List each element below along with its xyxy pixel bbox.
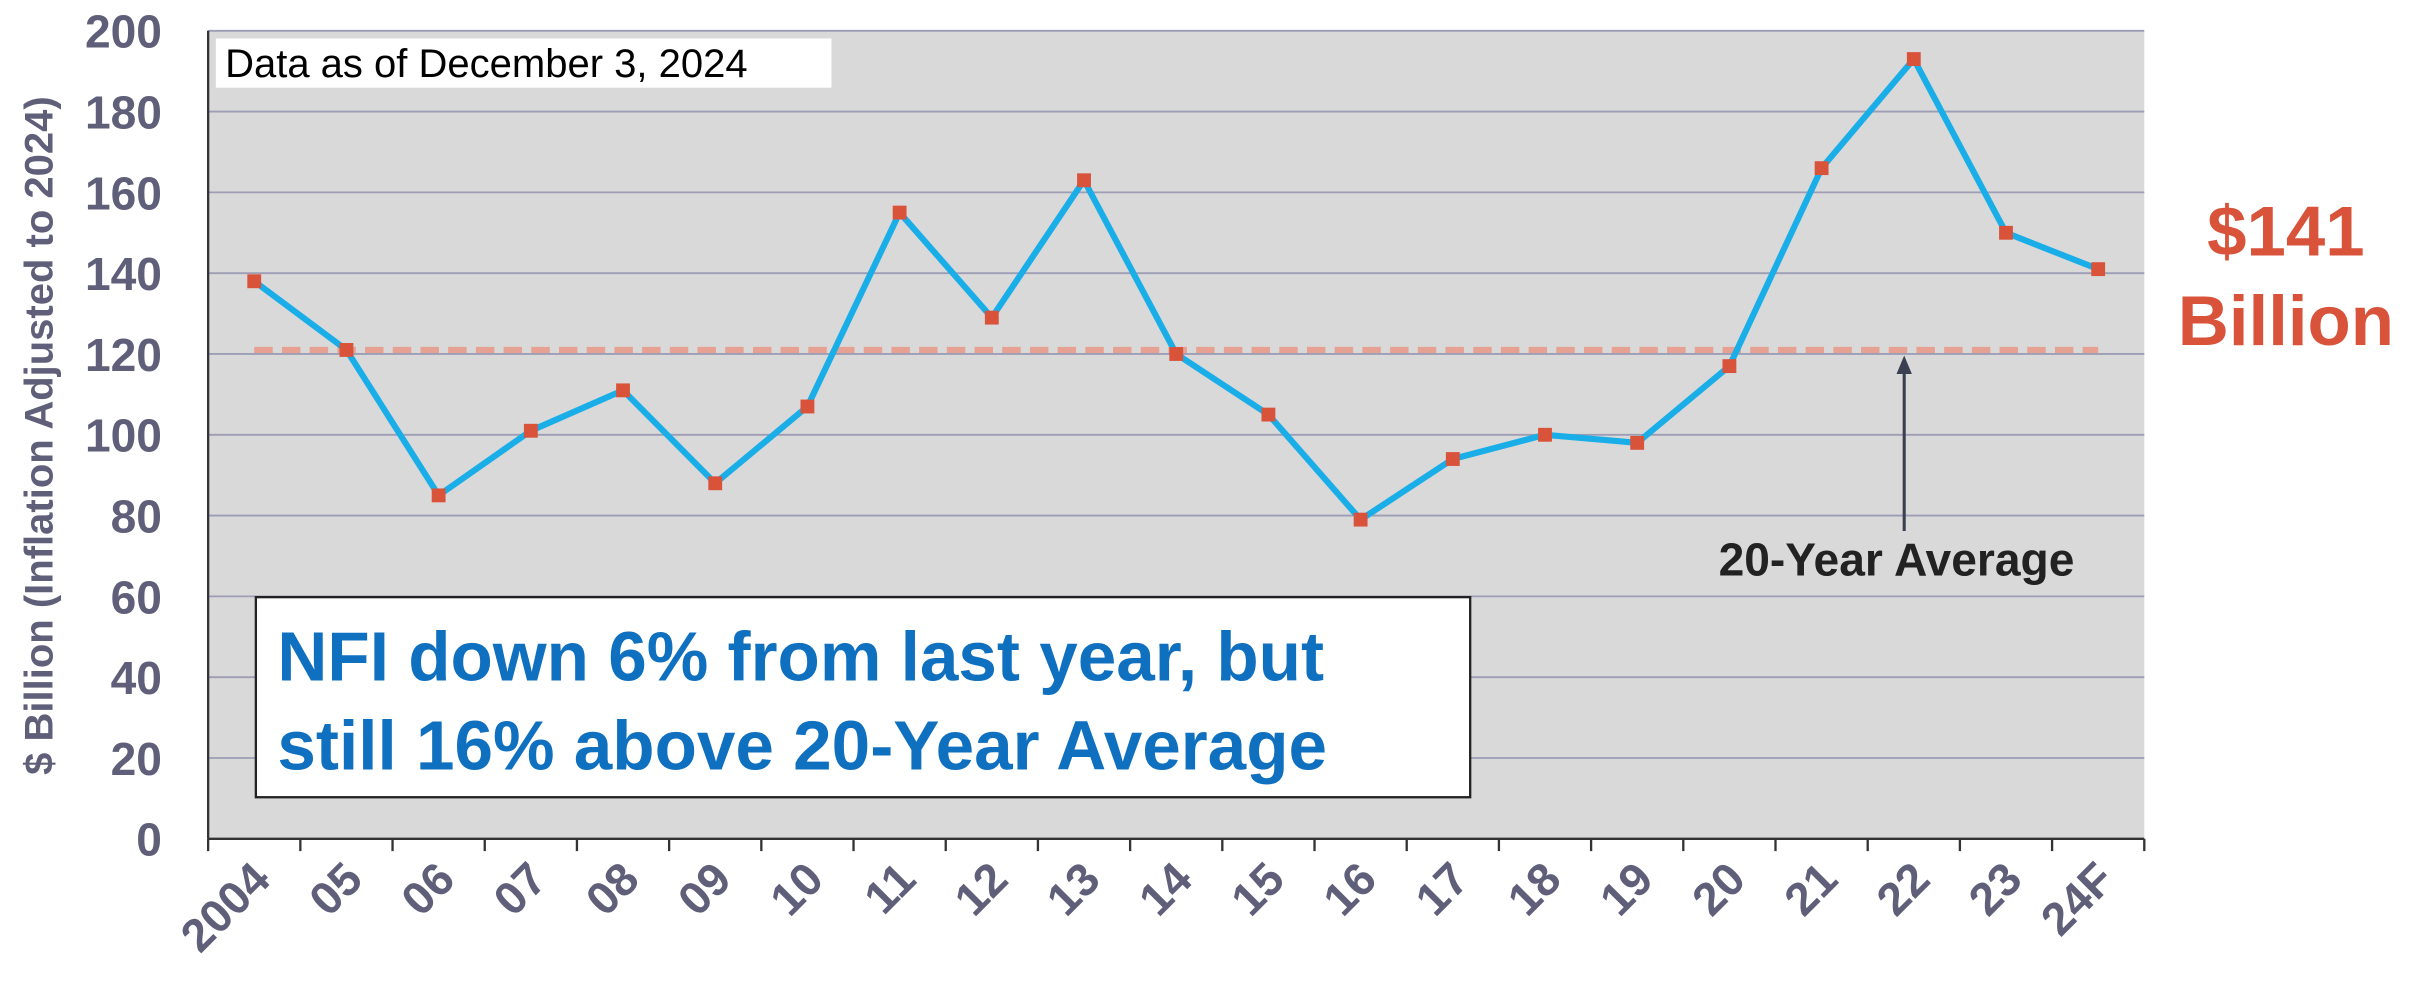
data-point (339, 343, 354, 357)
x-tick-label: 22 (1866, 852, 1939, 925)
data-point (1722, 359, 1737, 374)
x-tick-label: 2004 (170, 852, 280, 962)
x-tick-label: 13 (1036, 852, 1109, 925)
callout-box (254, 596, 1472, 799)
data-point (247, 274, 262, 289)
callout-line: NFI down 6% from last year, but (277, 617, 1324, 695)
data-point (1261, 407, 1276, 422)
data-point (708, 476, 723, 491)
arrow-head (1896, 355, 1912, 374)
y-tick-label: 200 (85, 6, 162, 58)
x-tick-label: 07 (483, 852, 556, 925)
x-tick-label: 24F (2031, 852, 2124, 945)
data-point (523, 423, 538, 438)
data-point (1630, 435, 1645, 450)
x-tick-label: 16 (1313, 852, 1386, 925)
x-tick-label: 19 (1590, 852, 1663, 925)
x-tick-label: 10 (760, 852, 833, 925)
x-tick-label: 06 (391, 852, 464, 925)
y-tick-label: 40 (111, 652, 162, 704)
data-point (984, 310, 999, 325)
x-tick-label: 09 (668, 852, 741, 925)
y-axis-label: $ Billion (Inflation Adjusted to 2024) (18, 96, 62, 775)
x-tick-label: 14 (1129, 852, 1202, 925)
value-callout: $141 (2207, 192, 2364, 271)
x-tick-label: 05 (299, 852, 372, 925)
data-point (431, 488, 446, 503)
x-tick-label: 15 (1221, 852, 1294, 925)
value-callout: Billion (2178, 282, 2394, 361)
note-box (215, 38, 832, 88)
x-tick-label: 12 (944, 852, 1017, 925)
y-tick-label: 100 (85, 410, 162, 462)
x-tick-label: 17 (1405, 852, 1478, 925)
data-point (1077, 173, 1091, 188)
y-tick-label: 140 (85, 248, 162, 300)
x-tick-label: 20 (1682, 852, 1755, 925)
callout-line: still 16% above 20-Year Average (277, 707, 1327, 785)
y-tick-label: 180 (85, 87, 162, 139)
data-point (1999, 225, 2013, 240)
data-point (800, 399, 815, 414)
x-tick-label: 18 (1497, 852, 1570, 925)
data-point (1538, 427, 1552, 442)
x-tick-label: 08 (576, 852, 649, 925)
y-tick-label: 0 (136, 814, 162, 866)
data-point (1353, 512, 1368, 527)
data-point (1169, 347, 1184, 361)
data-point (2091, 262, 2106, 277)
x-tick-label: 11 (854, 852, 925, 923)
data-point (1445, 452, 1460, 466)
y-tick-label: 60 (111, 571, 162, 623)
y-tick-label: 120 (85, 329, 162, 381)
data-point (892, 205, 907, 220)
data-point (1814, 161, 1829, 176)
data-point (616, 383, 630, 398)
data-point (1906, 52, 1921, 66)
x-tick-label: 21 (1774, 852, 1847, 925)
x-tick-label: 23 (1958, 852, 2031, 925)
y-tick-label: 80 (111, 491, 162, 543)
series (247, 52, 2106, 527)
y-tick-label: 160 (85, 167, 162, 219)
average-label: 20-Year Average (1719, 534, 2075, 586)
y-tick-label: 20 (111, 733, 162, 785)
data-note: Data as of December 3, 2024 (225, 42, 748, 86)
